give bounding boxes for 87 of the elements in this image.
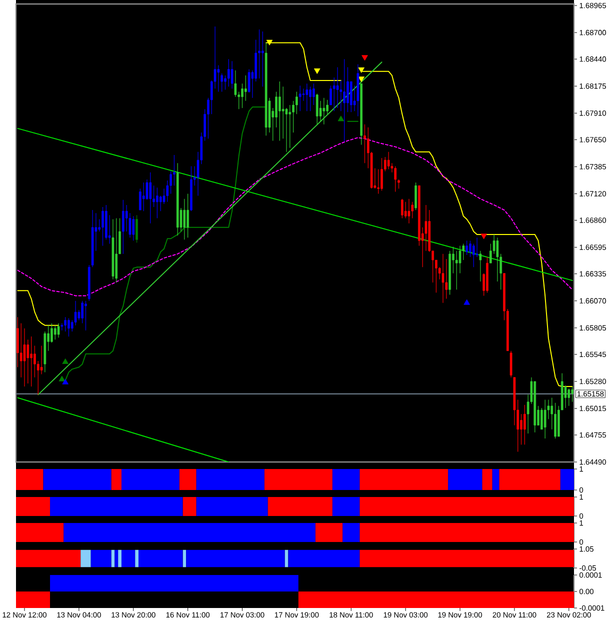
candlestick xyxy=(298,85,302,112)
candlestick xyxy=(523,404,526,445)
candlestick xyxy=(312,83,315,106)
candlestick xyxy=(102,206,104,246)
candlestick xyxy=(568,388,570,406)
point xyxy=(358,76,364,82)
candlestick xyxy=(57,322,60,338)
candlestick xyxy=(282,86,284,139)
candlestick xyxy=(122,200,124,254)
candlestick xyxy=(64,316,67,332)
candlestick xyxy=(455,250,458,290)
candlestick xyxy=(142,182,145,212)
point xyxy=(62,358,68,364)
candlestick xyxy=(309,86,312,112)
candlestick xyxy=(394,166,397,192)
candlestick xyxy=(156,187,158,219)
candlestick xyxy=(404,202,407,219)
candlestick xyxy=(288,104,292,148)
candlestick xyxy=(230,60,234,89)
candlestick xyxy=(377,168,380,194)
candlestick xyxy=(40,345,43,375)
candlestick xyxy=(50,322,53,343)
candlestick xyxy=(520,414,522,445)
candlestick xyxy=(346,66,349,112)
candlestick xyxy=(322,98,326,125)
candlestick xyxy=(20,322,22,378)
candlestick xyxy=(336,66,339,108)
candlestick xyxy=(217,64,220,92)
candlestick xyxy=(26,339,30,384)
candlestick xyxy=(183,198,186,240)
candlestick xyxy=(136,214,138,243)
point xyxy=(362,55,368,61)
candlestick xyxy=(442,254,444,304)
candlestick xyxy=(554,402,556,439)
point xyxy=(480,234,487,240)
candlestick xyxy=(173,154,176,186)
candlestick xyxy=(186,193,189,238)
candlestick xyxy=(469,240,472,258)
candlestick xyxy=(296,91,298,114)
candlestick xyxy=(81,300,84,324)
candlestick xyxy=(68,318,70,337)
candlestick xyxy=(408,198,410,224)
candlestick xyxy=(108,214,111,244)
candlestick xyxy=(170,170,172,194)
candlestick xyxy=(306,83,308,112)
point xyxy=(338,116,344,122)
candlestick xyxy=(292,100,294,133)
candlestick xyxy=(476,237,478,258)
candlestick xyxy=(364,124,366,164)
candlestick xyxy=(350,81,352,112)
candlestick xyxy=(244,75,247,102)
candlestick xyxy=(132,216,135,241)
candlestick xyxy=(278,81,281,141)
point xyxy=(62,378,68,384)
candlestick xyxy=(302,88,305,102)
candlestick xyxy=(262,31,264,87)
candlestick xyxy=(466,240,468,256)
candlestick xyxy=(401,198,404,219)
point xyxy=(58,376,66,382)
candlestick xyxy=(152,185,155,208)
candlestick xyxy=(414,182,417,210)
candlestick xyxy=(241,83,244,108)
candlestick xyxy=(275,91,278,128)
candlestick xyxy=(343,58,346,142)
candlestick xyxy=(34,345,36,378)
point xyxy=(314,68,320,74)
candlestick xyxy=(564,385,567,408)
candlestick xyxy=(139,188,142,210)
candlestick xyxy=(330,85,332,106)
candlestick xyxy=(30,336,32,387)
candlestick xyxy=(258,29,260,79)
candlestick xyxy=(159,195,162,212)
candlestick xyxy=(479,250,482,282)
candlestick xyxy=(149,172,152,224)
candlestick xyxy=(380,158,383,191)
candlestick xyxy=(316,93,318,125)
candlestick xyxy=(84,300,87,331)
candlestick xyxy=(387,152,390,170)
candlestick xyxy=(398,179,400,189)
candlestick xyxy=(227,58,230,87)
point xyxy=(464,299,470,305)
candlestick xyxy=(544,399,546,439)
candlestick xyxy=(326,100,328,114)
candlestick xyxy=(332,77,336,112)
point xyxy=(266,40,273,46)
candlestick xyxy=(54,325,56,340)
point xyxy=(358,67,364,73)
